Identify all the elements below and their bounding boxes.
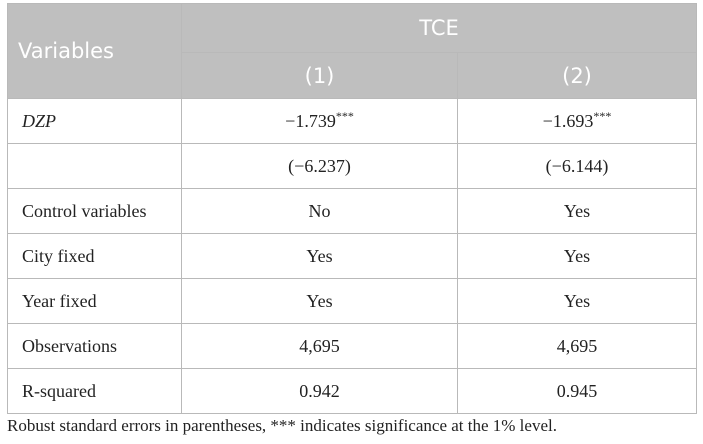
table-row: Control variables No Yes — [7, 188, 697, 234]
table-row: DZP −1.739*** −1.693*** — [7, 98, 697, 144]
table-footnote: Robust standard errors in parentheses, *… — [7, 416, 557, 435]
header-row-1: Variables TCE — [7, 3, 697, 99]
row-label: R-squared — [7, 368, 182, 414]
row-label: Year fixed — [7, 278, 182, 324]
table-row: R-squared 0.942 0.945 — [7, 368, 697, 414]
cell-col2: 4,695 — [457, 323, 697, 369]
variables-header: Variables — [7, 3, 182, 99]
cell-col2: 0.945 — [457, 368, 697, 414]
regression-table: Variables TCE (1) (2) DZP −1.739*** −1.6… — [7, 3, 697, 414]
tce-header: TCE — [181, 3, 697, 53]
table-row: Year fixed Yes Yes — [7, 278, 697, 324]
significance-stars: *** — [593, 108, 612, 123]
row-label: DZP — [7, 98, 182, 144]
table-row: (−6.237) (−6.144) — [7, 143, 697, 189]
cell-col2: (−6.144) — [457, 143, 697, 189]
cell-col1: 4,695 — [181, 323, 458, 369]
coef-value: −1.739 — [285, 110, 336, 131]
cell-col1: Yes — [181, 278, 458, 324]
coef-value: −1.693 — [542, 110, 594, 131]
row-label: Observations — [7, 323, 182, 369]
col2-header: (2) — [457, 52, 697, 99]
cell-col2: −1.693*** — [457, 98, 697, 144]
significance-stars: *** — [335, 108, 354, 123]
cell-col2: Yes — [457, 233, 697, 279]
table-row: City fixed Yes Yes — [7, 233, 697, 279]
col1-header: (1) — [181, 52, 458, 99]
header-row-2: (1) (2) — [8, 52, 697, 99]
cell-col1: 0.942 — [181, 368, 458, 414]
cell-col2: Yes — [457, 188, 697, 234]
cell-col1: −1.739*** — [181, 98, 458, 144]
row-label: Control variables — [7, 188, 182, 234]
table-row: Observations 4,695 4,695 — [7, 323, 697, 369]
cell-col1: (−6.237) — [181, 143, 458, 189]
cell-col1: Yes — [181, 233, 458, 279]
row-label — [7, 143, 182, 189]
cell-col1: No — [181, 188, 458, 234]
row-label: City fixed — [7, 233, 182, 279]
cell-col2: Yes — [457, 278, 697, 324]
